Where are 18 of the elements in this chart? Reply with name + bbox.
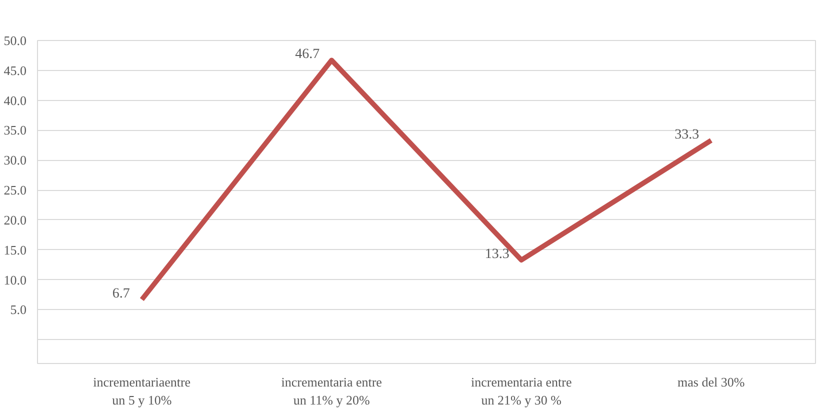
- y-tick-label: 5.0: [10, 302, 26, 318]
- x-tick-label: mas del 30%: [678, 374, 745, 390]
- data-label: 13.3: [484, 247, 510, 262]
- y-tick-label: 50.0: [4, 33, 26, 48]
- y-tick-label: 40.0: [4, 92, 26, 108]
- data-label: 6.7: [112, 286, 130, 302]
- x-tick-label: incrementariaentre un 5 y 10%: [93, 374, 191, 408]
- x-tick-label: incrementaria entre un 11% y 20%: [281, 374, 382, 408]
- y-tick-label: 45.0: [4, 62, 26, 78]
- y-tick-label: 30.0: [4, 152, 26, 168]
- y-tick-label: 10.0: [4, 272, 26, 288]
- data-label: 33.3: [674, 127, 700, 142]
- y-tick-label: 20.0: [4, 212, 26, 228]
- y-tick-label: 25.0: [4, 182, 26, 198]
- y-tick-label: 35.0: [4, 122, 26, 138]
- data-label: 46.7: [295, 47, 320, 62]
- x-tick-label: incrementaria entre un 21% y 30 %: [471, 374, 572, 408]
- y-tick-label: 15.0: [4, 242, 26, 258]
